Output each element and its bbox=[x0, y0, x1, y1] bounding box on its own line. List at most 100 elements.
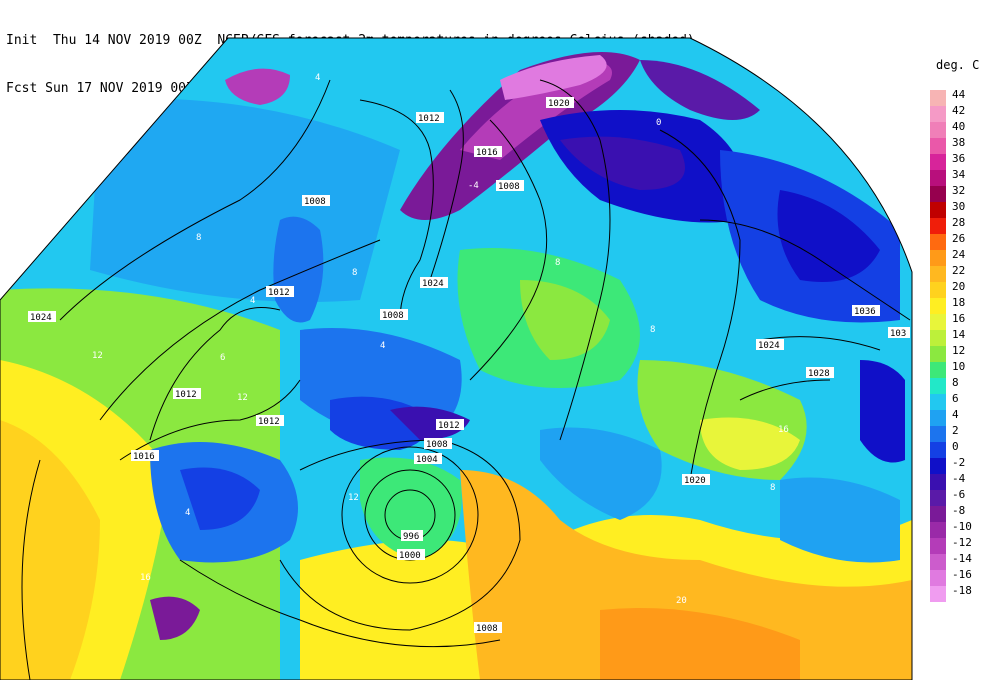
legend-label: 36 bbox=[952, 152, 966, 165]
isobar-label: 1000 bbox=[397, 549, 425, 561]
temp-label: 4 bbox=[315, 73, 320, 83]
legend-swatch bbox=[930, 266, 946, 282]
legend-label: 30 bbox=[952, 200, 966, 213]
isobar-label: 1016 bbox=[474, 146, 502, 158]
temp-label: 8 bbox=[770, 483, 775, 493]
isobar-lines bbox=[21, 79, 911, 680]
temperature-legend: 44 42 40 38 36 34 32 30 28 26 24 22 20 18 16 14 12 10 8 6 4 2… bbox=[930, 88, 1000, 602]
legend-label: 10 bbox=[952, 360, 966, 373]
legend-swatch bbox=[930, 362, 946, 378]
legend-label: -10 bbox=[952, 520, 972, 533]
svg-text:1008: 1008 bbox=[304, 197, 326, 207]
svg-text:1024: 1024 bbox=[30, 313, 52, 323]
legend-row: 26 bbox=[930, 232, 1000, 250]
temp-label: 0 bbox=[656, 118, 661, 128]
isobar-label: 1004 bbox=[414, 453, 442, 465]
isobar-label: 1020 bbox=[546, 97, 574, 109]
legend-swatch bbox=[930, 218, 946, 234]
legend-swatch bbox=[930, 282, 946, 298]
legend-swatch bbox=[930, 122, 946, 138]
legend-row: 20 bbox=[930, 280, 1000, 298]
svg-text:1008: 1008 bbox=[498, 182, 520, 192]
svg-text:1024: 1024 bbox=[422, 279, 444, 289]
isobar-label: 1008 bbox=[380, 309, 408, 321]
svg-text:1012: 1012 bbox=[258, 417, 280, 427]
legend-swatch bbox=[930, 490, 946, 506]
legend-label: 12 bbox=[952, 344, 966, 357]
legend-label: 16 bbox=[952, 312, 966, 325]
temp-label: 4 bbox=[250, 296, 255, 306]
legend-swatch bbox=[930, 426, 946, 442]
isobar-label: 1008 bbox=[424, 438, 452, 450]
legend-row: -8 bbox=[930, 504, 1000, 522]
legend-label: 6 bbox=[952, 392, 959, 405]
temp-label: 8 bbox=[196, 233, 201, 243]
legend-row: 24 bbox=[930, 248, 1000, 266]
svg-text:1000: 1000 bbox=[399, 551, 421, 561]
legend-row: 42 bbox=[930, 104, 1000, 122]
legend-swatch bbox=[930, 522, 946, 538]
svg-text:1024: 1024 bbox=[758, 341, 780, 351]
isobar-label: 103 bbox=[888, 327, 910, 339]
legend-row: 40 bbox=[930, 120, 1000, 138]
legend-swatch bbox=[930, 570, 946, 586]
legend-label: 38 bbox=[952, 136, 966, 149]
temp-label: 12 bbox=[92, 351, 103, 361]
legend-swatch bbox=[930, 202, 946, 218]
legend-swatch bbox=[930, 346, 946, 362]
svg-text:1008: 1008 bbox=[426, 440, 448, 450]
isobar-label: 1012 bbox=[173, 388, 201, 400]
isobar-label: 1024 bbox=[420, 277, 448, 289]
legend-swatch bbox=[930, 442, 946, 458]
legend-label: 0 bbox=[952, 440, 959, 453]
svg-text:996: 996 bbox=[403, 532, 419, 542]
legend-label: -6 bbox=[952, 488, 966, 501]
legend-swatch bbox=[930, 474, 946, 490]
isobar-label: 1024 bbox=[28, 311, 56, 323]
svg-text:1020: 1020 bbox=[684, 476, 706, 486]
temp-label: 12 bbox=[237, 393, 248, 403]
legend-row: 10 bbox=[930, 360, 1000, 378]
legend-row: -14 bbox=[930, 552, 1000, 570]
legend-row: 8 bbox=[930, 376, 1000, 394]
legend-label: 4 bbox=[952, 408, 959, 421]
legend-row: 36 bbox=[930, 152, 1000, 170]
legend-row: 6 bbox=[930, 392, 1000, 410]
legend-row: -12 bbox=[930, 536, 1000, 554]
legend-label: -18 bbox=[952, 584, 972, 597]
isobar-label: 1024 bbox=[756, 339, 784, 351]
isobar-label: 1012 bbox=[266, 286, 294, 298]
isobar-label: 1036 bbox=[852, 305, 880, 317]
legend-row: -18 bbox=[930, 584, 1000, 602]
legend-label: 24 bbox=[952, 248, 966, 261]
legend-label: 40 bbox=[952, 120, 966, 133]
legend-row: -16 bbox=[930, 568, 1000, 586]
legend-row: -6 bbox=[930, 488, 1000, 506]
legend-label: -8 bbox=[952, 504, 966, 517]
legend-row: 44 bbox=[930, 88, 1000, 106]
legend-row: 14 bbox=[930, 328, 1000, 346]
legend-swatch bbox=[930, 298, 946, 314]
map-domain-outline bbox=[0, 37, 913, 680]
svg-text:1008: 1008 bbox=[476, 624, 498, 634]
legend-swatch bbox=[930, 106, 946, 122]
isobar-label: 1016 bbox=[131, 450, 159, 462]
legend-swatch bbox=[930, 170, 946, 186]
svg-text:1008: 1008 bbox=[382, 311, 404, 321]
legend-swatch bbox=[930, 186, 946, 202]
legend-label: 8 bbox=[952, 376, 959, 389]
legend-row: -4 bbox=[930, 472, 1000, 490]
isobar-label: 1012 bbox=[436, 419, 464, 431]
legend-label: 44 bbox=[952, 88, 966, 101]
legend-label: 20 bbox=[952, 280, 966, 293]
legend-swatch bbox=[930, 154, 946, 170]
legend-swatch bbox=[930, 314, 946, 330]
isobar-label: 1020 bbox=[682, 474, 710, 486]
legend-swatch bbox=[930, 554, 946, 570]
legend-label: 18 bbox=[952, 296, 966, 309]
legend-label: 42 bbox=[952, 104, 966, 117]
temp-label: 8 bbox=[352, 268, 357, 278]
svg-text:1028: 1028 bbox=[808, 369, 830, 379]
legend-row: 16 bbox=[930, 312, 1000, 330]
